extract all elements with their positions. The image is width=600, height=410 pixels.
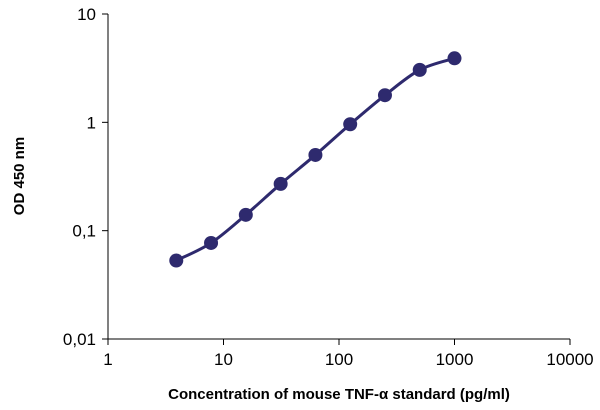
data-point xyxy=(238,207,253,222)
data-points xyxy=(169,51,462,268)
x-ticks xyxy=(107,339,571,345)
data-point xyxy=(308,147,323,162)
y-tick-label: 0,1 xyxy=(72,222,96,241)
x-tick-label: 10 xyxy=(214,350,233,369)
data-point xyxy=(412,62,427,77)
y-tick-label: 1 xyxy=(87,113,96,132)
data-point xyxy=(169,253,184,268)
x-tick-label: 10000 xyxy=(546,350,593,369)
x-tick-label: 100 xyxy=(325,350,353,369)
y-tick-label: 0,01 xyxy=(63,330,96,349)
x-tick-labels: 1 10 100 1000 10000 xyxy=(103,350,593,369)
y-axis-title: OD 450 nm xyxy=(11,137,28,215)
y-tick-label: 10 xyxy=(77,5,96,24)
x-axis-title: Concentration of mouse TNF-α standard (p… xyxy=(168,386,510,403)
data-point xyxy=(377,88,392,103)
x-tick-label: 1000 xyxy=(436,350,474,369)
data-point xyxy=(204,235,219,250)
data-point xyxy=(343,117,358,132)
x-tick-label: 1 xyxy=(103,350,112,369)
y-ticks xyxy=(102,13,108,340)
data-point xyxy=(273,176,288,191)
data-point xyxy=(447,51,462,66)
y-tick-labels: 0,01 0,1 1 10 xyxy=(63,5,96,349)
